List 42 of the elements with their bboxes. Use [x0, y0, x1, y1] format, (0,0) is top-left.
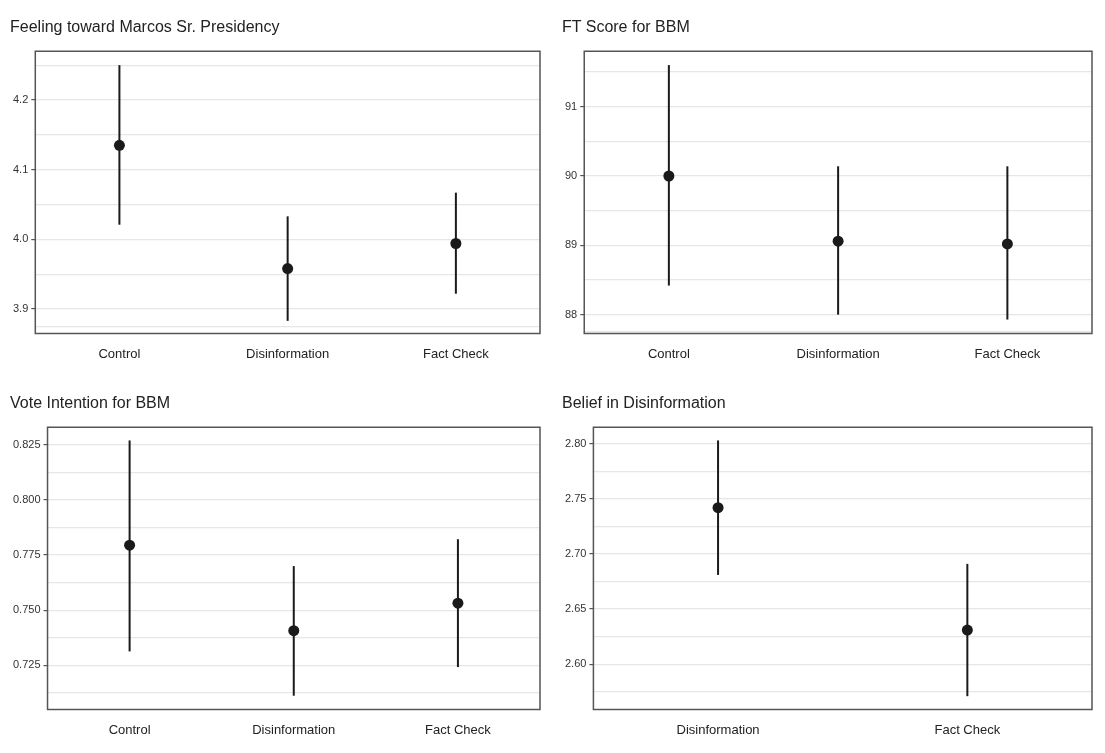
y-tick-label: 4.2 [12, 93, 29, 106]
point [113, 139, 125, 151]
y-tick-label: 3.9 [12, 302, 29, 315]
x-tick-label: Fact Check [423, 345, 490, 361]
y-tick-label: 2.75 [564, 491, 587, 504]
y-tick-label: 2.60 [564, 657, 587, 670]
point [452, 597, 464, 609]
x-tick-label: Fact Check [425, 721, 492, 737]
point [124, 539, 136, 551]
x-tick-label: Fact Check [934, 721, 1001, 737]
y-tick-label: 0.775 [13, 548, 41, 561]
y-tick-label: 88 [564, 307, 578, 320]
point [832, 235, 844, 247]
x-tick-label: Control [108, 721, 151, 737]
y-tick-label: 4.0 [12, 232, 29, 245]
y-tick-label: 91 [564, 99, 578, 112]
x-tick-label: Disinformation [246, 345, 330, 361]
y-tick-label: 4.1 [12, 162, 29, 175]
point [282, 263, 294, 275]
x-tick-label: Disinformation [796, 345, 880, 361]
y-tick-label: 2.80 [564, 436, 587, 449]
point [1001, 238, 1013, 250]
point [663, 170, 675, 182]
y-tick-label: 0.800 [13, 492, 41, 505]
y-tick-label: 89 [564, 238, 578, 251]
chart-title: FT Score for BBM [562, 18, 690, 36]
y-tick-label: 2.65 [564, 602, 587, 615]
chart-title: Belief in Disinformation [562, 394, 726, 412]
y-tick-label: 0.725 [13, 658, 41, 671]
y-tick-label: 2.70 [564, 547, 587, 559]
x-tick-label: Control [98, 345, 141, 361]
y-tick-label: 0.825 [13, 437, 41, 450]
chart-title: Feeling toward Marcos Sr. Presidency [10, 18, 280, 36]
y-tick-label: 0.750 [13, 603, 41, 616]
x-tick-label: Disinformation [676, 721, 760, 737]
chart-title: Vote Intention for BBM [10, 394, 171, 412]
x-tick-label: Disinformation [252, 721, 336, 737]
point [288, 625, 300, 637]
y-tick-label: 90 [564, 169, 578, 182]
point [450, 238, 462, 250]
x-tick-label: Fact Check [974, 345, 1041, 361]
x-tick-label: Control [647, 345, 690, 361]
